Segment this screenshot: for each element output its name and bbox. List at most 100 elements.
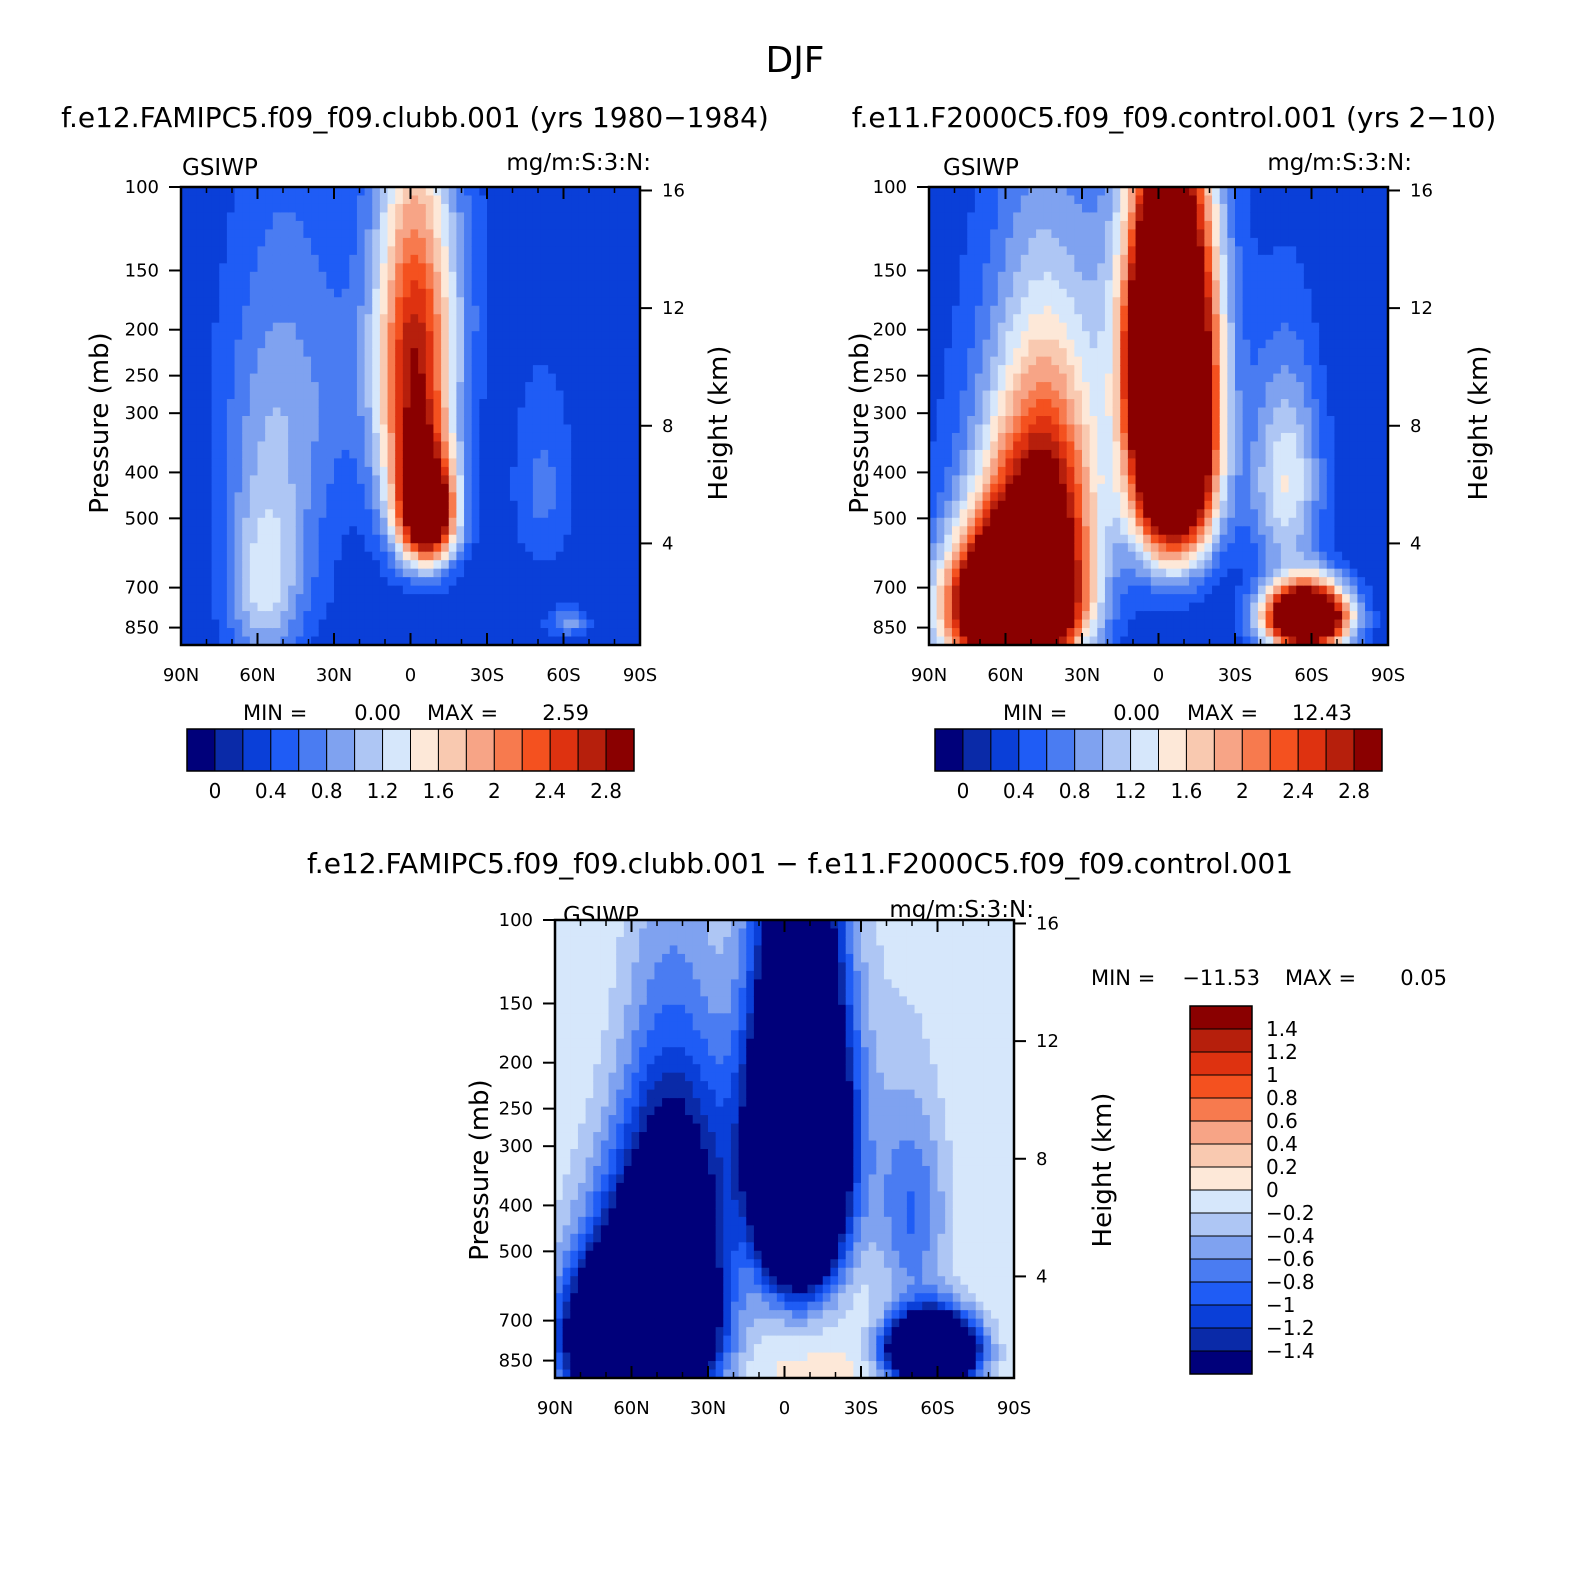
field-cell: [1005, 424, 1014, 434]
field-cell: [341, 568, 350, 578]
field-cell: [1158, 212, 1167, 222]
field-cell: [509, 560, 519, 570]
field-cell: [1127, 509, 1137, 519]
field-cell: [334, 229, 343, 239]
field-cell: [288, 441, 297, 451]
field-cell: [586, 305, 595, 315]
field-cell: [257, 466, 266, 476]
field-cell: [974, 611, 984, 621]
field-cell: [487, 339, 496, 349]
field-cell: [456, 331, 465, 341]
field-cell: [387, 390, 396, 400]
field-cell: [1005, 500, 1014, 510]
field-cell: [448, 568, 457, 578]
field-cell: [1158, 220, 1167, 231]
field-cell: [990, 432, 999, 443]
field-cell: [929, 636, 938, 646]
field-cell: [303, 373, 312, 383]
field-cell: [219, 331, 228, 341]
field-cell: [441, 466, 450, 476]
field-cell: [311, 534, 320, 544]
field-cell: [540, 373, 549, 383]
field-cell: [586, 526, 595, 536]
field-cell: [571, 551, 580, 561]
field-cell: [395, 399, 404, 409]
field-cell: [226, 339, 236, 349]
field-cell: [372, 365, 381, 375]
field-cell: [1097, 280, 1106, 290]
field-cell: [1059, 416, 1068, 426]
field-cell: [311, 237, 320, 247]
field-cell: [1043, 246, 1052, 256]
field-cell: [509, 500, 519, 510]
field-cell: [967, 560, 976, 570]
field-cell: [974, 237, 984, 247]
field-cell: [395, 509, 404, 519]
field-cell: [1043, 356, 1052, 366]
field-cell: [929, 449, 938, 460]
field-cell: [487, 458, 496, 468]
field-cell: [1013, 585, 1022, 595]
field-cell: [242, 449, 251, 460]
field-cell: [418, 339, 427, 349]
field-cell: [1127, 594, 1137, 604]
field-cell: [188, 399, 197, 409]
field-cell: [372, 449, 381, 460]
field-cell: [418, 517, 427, 527]
field-cell: [456, 492, 465, 502]
field-cell: [395, 220, 404, 231]
field-cell: [1112, 237, 1121, 247]
field-cell: [1036, 560, 1045, 570]
field-cell: [295, 449, 304, 460]
field-cell: [487, 475, 496, 485]
field-cell: [1066, 314, 1075, 324]
field-cell: [448, 220, 457, 231]
field-cell: [601, 602, 610, 612]
field-cell: [967, 585, 976, 595]
field-cell: [341, 585, 350, 595]
field-cell: [502, 297, 511, 307]
field-cell: [532, 416, 542, 426]
field-cell: [349, 356, 358, 366]
field-cell: [601, 373, 610, 383]
field-cell: [471, 382, 480, 392]
field-cell: [982, 314, 991, 324]
field-cell: [181, 636, 190, 646]
field-cell: [548, 212, 557, 222]
field-cell: [226, 441, 236, 451]
field-cell: [226, 560, 236, 570]
field-cell: [632, 432, 641, 443]
field-cell: [257, 322, 266, 332]
field-cell: [181, 449, 190, 460]
field-cell: [571, 568, 580, 578]
field-cell: [502, 619, 511, 629]
field-cell: [349, 577, 358, 587]
field-cell: [418, 475, 427, 485]
field-cell: [1135, 373, 1144, 383]
field-cell: [936, 483, 945, 493]
field-cell: [509, 611, 519, 621]
field-cell: [425, 314, 435, 324]
field-cell: [944, 348, 953, 358]
field-cell: [226, 517, 236, 527]
field-cell: [563, 543, 572, 553]
field-cell: [555, 432, 565, 443]
field-cell: [1051, 220, 1060, 231]
field-cell: [1036, 424, 1045, 434]
field-cell: [990, 466, 999, 476]
field-cell: [502, 611, 511, 621]
field-cell: [1158, 203, 1167, 214]
field-cell: [1120, 585, 1129, 595]
field-cell: [372, 356, 381, 366]
field-cell: [288, 203, 297, 214]
field-cell: [334, 237, 343, 247]
field-cell: [494, 263, 503, 273]
field-cell: [532, 611, 542, 621]
field-cell: [1120, 526, 1129, 536]
field-cell: [967, 407, 976, 417]
field-cell: [1028, 331, 1037, 341]
x-tick-label: 60N: [239, 665, 275, 686]
field-cell: [448, 577, 457, 587]
field-cell: [578, 441, 588, 451]
field-cell: [1082, 339, 1091, 349]
